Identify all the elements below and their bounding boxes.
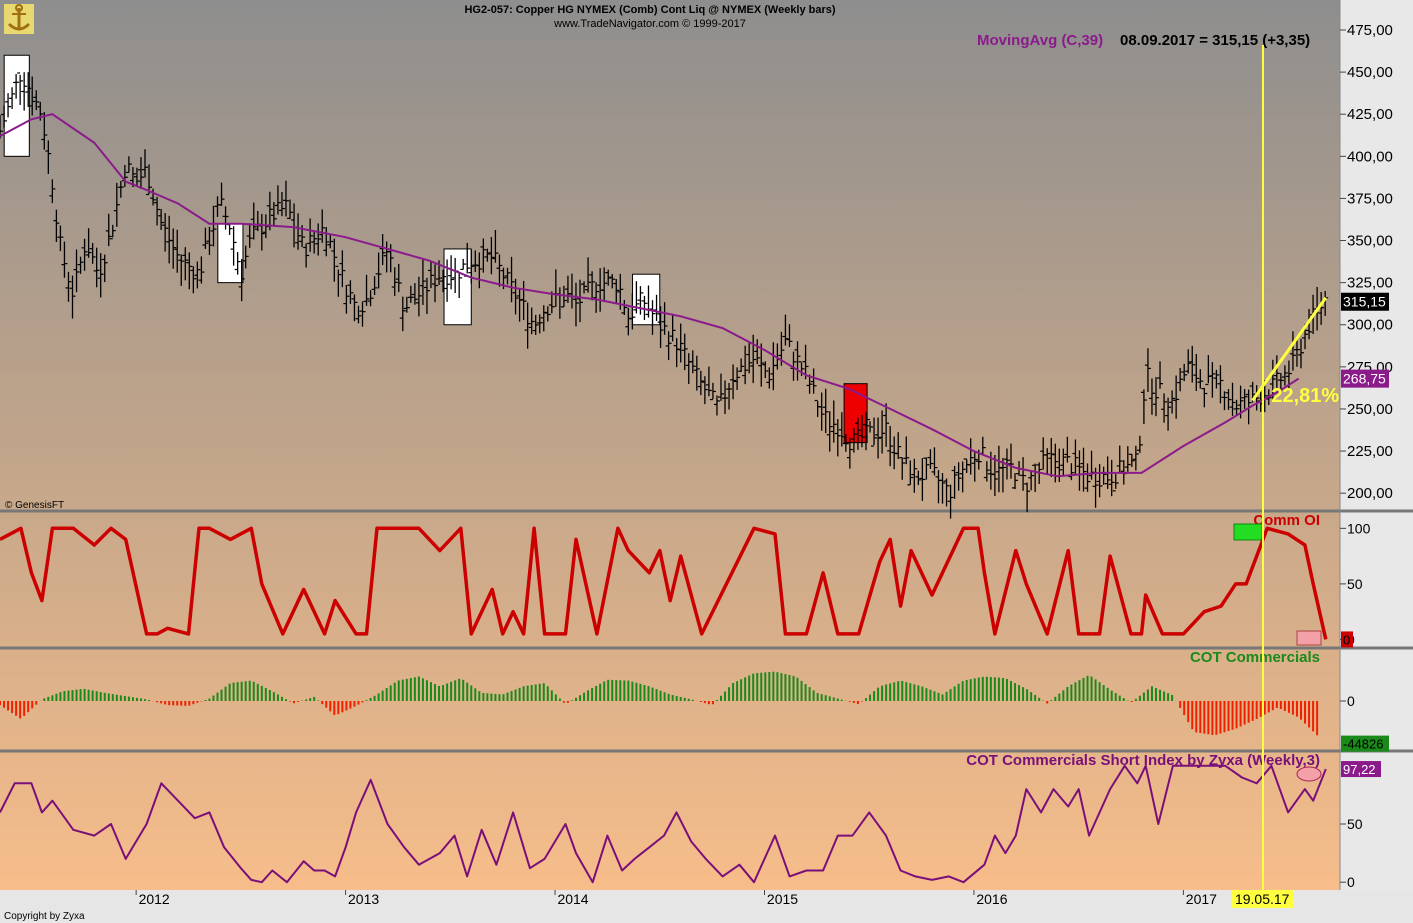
x-tick-label: 2013 <box>348 891 379 907</box>
comm-oi-last-badge: 0 <box>1341 631 1353 648</box>
price-tick-label: 200,00 <box>1347 485 1393 502</box>
price-tick-label: 250,00 <box>1347 401 1393 418</box>
last-price-badge: 315,15 <box>1341 292 1389 311</box>
chart-source: www.TradeNavigator.com © 1999-2017 <box>553 18 746 30</box>
short-index-y-ticks: 50 0 <box>1340 816 1363 890</box>
price-bars <box>0 72 1329 519</box>
highlight-box <box>217 223 244 284</box>
price-tick-label: 375,00 <box>1347 190 1393 207</box>
comm-oi-line <box>0 526 1328 640</box>
cot-y-ticks: 0 <box>1340 693 1355 709</box>
date-marker-badge: 19.05.17 <box>1231 890 1294 908</box>
x-tick-label: 2014 <box>557 891 588 907</box>
price-tick-label: 350,00 <box>1347 233 1393 250</box>
short-index-tick-label: 0 <box>1347 874 1355 890</box>
short-index-tick-label: 50 <box>1347 816 1363 832</box>
x-axis-labels: 2012 2013 2014 2015 2016 2017 <box>135 890 1217 907</box>
moving-avg-line <box>0 113 1300 478</box>
short-index-line <box>0 764 1327 884</box>
cot-tick-label: 0 <box>1347 693 1355 709</box>
date-marker-label: 19.05.17 <box>1235 891 1290 907</box>
x-tick-label: 2016 <box>976 891 1007 907</box>
short-index-last-label: 97,22 <box>1343 762 1376 777</box>
x-tick-label: 2012 <box>139 891 170 907</box>
price-tick-label: 400,00 <box>1347 148 1393 165</box>
price-readout: 08.09.2017 = 315,15 (+3,35) <box>1120 32 1310 49</box>
price-tick-label: 225,00 <box>1347 443 1393 460</box>
gain-trend-line <box>1251 296 1328 402</box>
moving-avg-legend: MovingAvg (C,39) <box>977 32 1103 49</box>
cot-last-label: -44826 <box>1343 737 1383 752</box>
last-price-label: 315,15 <box>1343 294 1386 310</box>
x-tick-label: 2015 <box>767 891 798 907</box>
price-tick-label: 425,00 <box>1347 106 1393 123</box>
gain-annotation: 22,81% <box>1271 385 1339 407</box>
zyxa-copyright: Copyright by Zyxa <box>4 911 85 922</box>
price-tick-label: 475,00 <box>1347 22 1393 39</box>
price-tick-label: 450,00 <box>1347 64 1393 81</box>
genesis-copyright: © GenesisFT <box>5 500 64 511</box>
cot-commercials-title: COT Commercials <box>1190 649 1320 666</box>
cot-histogram <box>0 671 1319 736</box>
short-index-title: COT Commercials Short Index by Zyxa (Wee… <box>966 752 1320 769</box>
comm-oi-tick-label: 50 <box>1347 576 1363 592</box>
comm-oi-high-marker <box>1233 523 1263 541</box>
comm-oi-low-marker <box>1296 630 1322 646</box>
highlight-box <box>3 54 30 157</box>
short-index-marker <box>1296 766 1322 782</box>
last-ma-label: 268,75 <box>1343 371 1386 387</box>
highlight-boxes <box>3 54 868 444</box>
highlight-box <box>632 273 661 326</box>
price-tick-label: 300,00 <box>1347 317 1393 334</box>
price-y-ticks: 475,00 450,00 425,00 400,00 375,00 350,00 325,… <box>1340 22 1393 502</box>
comm-oi-tick-label: 100 <box>1347 520 1371 536</box>
anchor-logo-icon <box>4 4 34 34</box>
short-index-last-badge: 97,22 <box>1341 761 1381 778</box>
cot-last-badge: -44826 <box>1341 735 1389 752</box>
comm-oi-last-label: 0 <box>1343 632 1350 647</box>
comm-oi-title: Comm OI <box>1253 512 1320 529</box>
x-axis-area <box>0 890 1413 923</box>
x-tick-label: 2017 <box>1186 891 1217 907</box>
price-tick-label: 325,00 <box>1347 275 1393 292</box>
chart-title: HG2-057: Copper HG NYMEX (Comb) Cont Liq… <box>464 4 835 16</box>
last-ma-badge: 268,75 <box>1341 369 1389 388</box>
